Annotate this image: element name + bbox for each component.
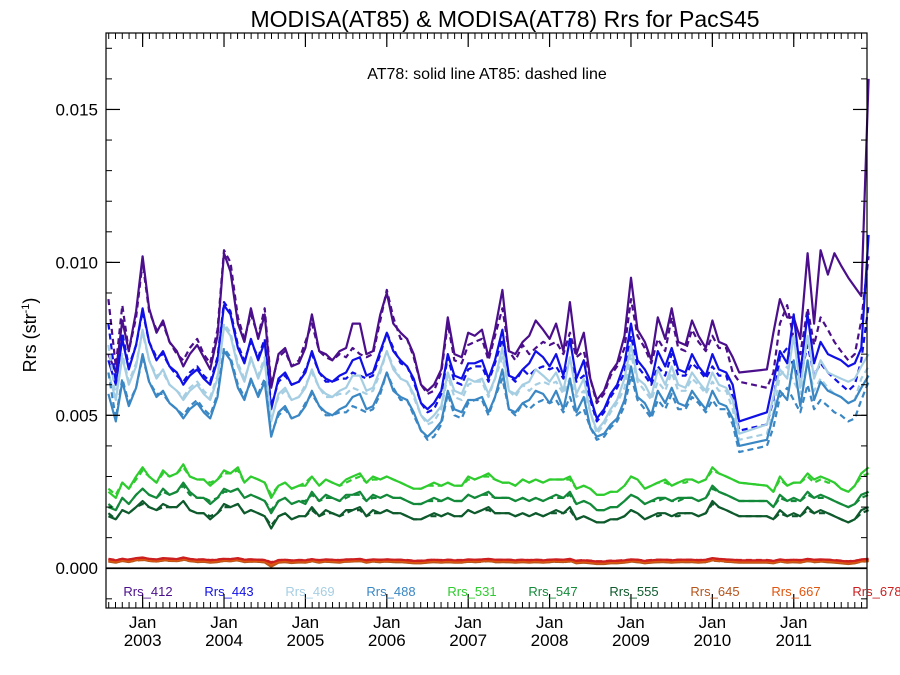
y-axis-label-main: Rrs (str [20, 313, 40, 372]
x-tick-year-label: 2011 [775, 631, 812, 650]
rrs-488-at85-dashed-line [107, 346, 870, 454]
legend-entry-rrs-488: Rrs_488 [366, 584, 415, 599]
x-tick-month-label: Jan [699, 613, 726, 632]
x-tick-month-label: Jan [210, 613, 237, 632]
x-tick-year-label: 2008 [531, 631, 569, 650]
rrs-555-series [107, 499, 870, 530]
legend-entry-rrs-412: Rrs_412 [123, 584, 172, 599]
legend-entry-rrs-547: Rrs_547 [528, 584, 577, 599]
rrs-488-series [107, 346, 870, 454]
x-tick-year-label: 2004 [205, 631, 243, 650]
y-tick-label: 0.005 [55, 406, 98, 425]
rrs-678-series [108, 556, 869, 564]
axes-layer: 0.0000.0050.0100.015Jan2003Jan2004Jan200… [55, 32, 868, 650]
x-tick-year-label: 2009 [612, 631, 650, 650]
rrs-443-series [107, 234, 870, 432]
plot-frame [105, 32, 868, 609]
x-tick-year-label: 2005 [286, 631, 324, 650]
rrs-469-at85-dashed-line [107, 322, 870, 441]
y-tick-label: 0.015 [55, 100, 98, 119]
x-tick-month-label: Jan [129, 613, 156, 632]
legend-entry-rrs-469: Rrs_469 [285, 584, 334, 599]
rrs-678-at85-dashed-line [108, 556, 869, 564]
rrs-531-at85-dashed-line [107, 466, 870, 496]
legend-entry-rrs-531: Rrs_531 [447, 584, 496, 599]
rrs-667-at85-dashed-line [108, 557, 869, 566]
legend-entry-rrs-555: Rrs_555 [609, 584, 658, 599]
x-tick-year-label: 2006 [368, 631, 406, 650]
legend-entry-rrs-645: Rrs_645 [690, 584, 739, 599]
x-tick-month-label: Jan [454, 613, 481, 632]
x-tick-year-label: 2003 [124, 631, 162, 650]
x-tick-month-label: Jan [373, 613, 400, 632]
rrs-555-at78-solid-line [107, 499, 870, 530]
y-tick-label: 0.000 [55, 559, 98, 578]
rrs-412-series [107, 78, 870, 405]
y-axis-label-superscript: -1 [20, 304, 32, 314]
rrs-488-at78-solid-line [107, 350, 870, 447]
x-tick-month-label: Jan [292, 613, 319, 632]
rrs-555-at85-dashed-line [107, 499, 870, 527]
x-tick-month-label: Jan [536, 613, 563, 632]
rrs-547-at78-solid-line [107, 481, 870, 515]
x-tick-year-label: 2010 [693, 631, 731, 650]
rrs-531-series [107, 463, 870, 499]
x-tick-month-label: Jan [780, 613, 807, 632]
rrs-412-at78-solid-line [107, 78, 870, 402]
legend-entry-rrs-443: Rrs_443 [204, 584, 253, 599]
y-axis-label: Rrs (str-1) [20, 298, 40, 373]
rrs-547-series [107, 481, 870, 515]
legend-entry-rrs-678: Rrs_678 [852, 584, 900, 599]
y-axis-label-close: ) [20, 298, 40, 304]
rrs-469-series [107, 322, 870, 441]
rrs-443-at85-dashed-line [107, 301, 870, 432]
line-style-note: AT78: solid line AT85: dashed line [367, 66, 607, 83]
legend: Rrs_412 Rrs_443 Rrs_469 Rrs_488 Rrs_531 Rrs_5… [123, 584, 900, 599]
legend-entry-rrs-667: Rrs_667 [771, 584, 820, 599]
series-layer [107, 78, 870, 568]
x-tick-year-label: 2007 [449, 631, 487, 650]
rrs-547-at85-dashed-line [107, 484, 870, 512]
y-tick-label: 0.010 [55, 253, 98, 272]
x-tick-month-label: Jan [617, 613, 644, 632]
chart-title: MODISA(AT85) & MODISA(AT78) Rrs for PacS… [250, 6, 759, 32]
rrs-412-at85-dashed-line [107, 249, 870, 405]
